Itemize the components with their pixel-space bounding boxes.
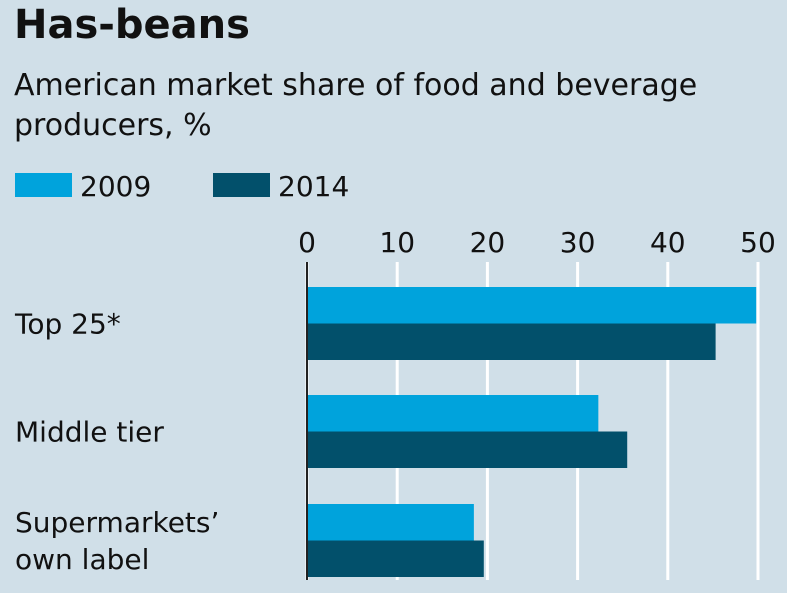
legend-label: 2009 (80, 170, 151, 203)
x-tick-label: 50 (740, 226, 776, 259)
bar (307, 395, 599, 432)
x-tick-label: 0 (298, 226, 316, 259)
bar (307, 431, 628, 468)
y-tick-label: Top 25* (15, 307, 121, 340)
chart-title: Has-beans (14, 2, 250, 48)
legend-label: 2014 (278, 170, 349, 203)
y-tick-label: Middle tier (15, 415, 164, 448)
x-tick-label: 30 (560, 226, 596, 259)
x-tick-label: 40 (650, 226, 686, 259)
bar (307, 323, 716, 360)
x-tick-label: 10 (379, 226, 415, 259)
legend-swatch (213, 173, 270, 197)
bar (307, 504, 474, 541)
y-tick-label: Supermarkets’ own label (15, 505, 220, 576)
legend-swatch (15, 173, 72, 197)
bar (307, 540, 484, 577)
bar (307, 287, 757, 324)
x-tick-label: 20 (470, 226, 506, 259)
chart-subtitle: American market share of food and bevera… (14, 68, 698, 143)
